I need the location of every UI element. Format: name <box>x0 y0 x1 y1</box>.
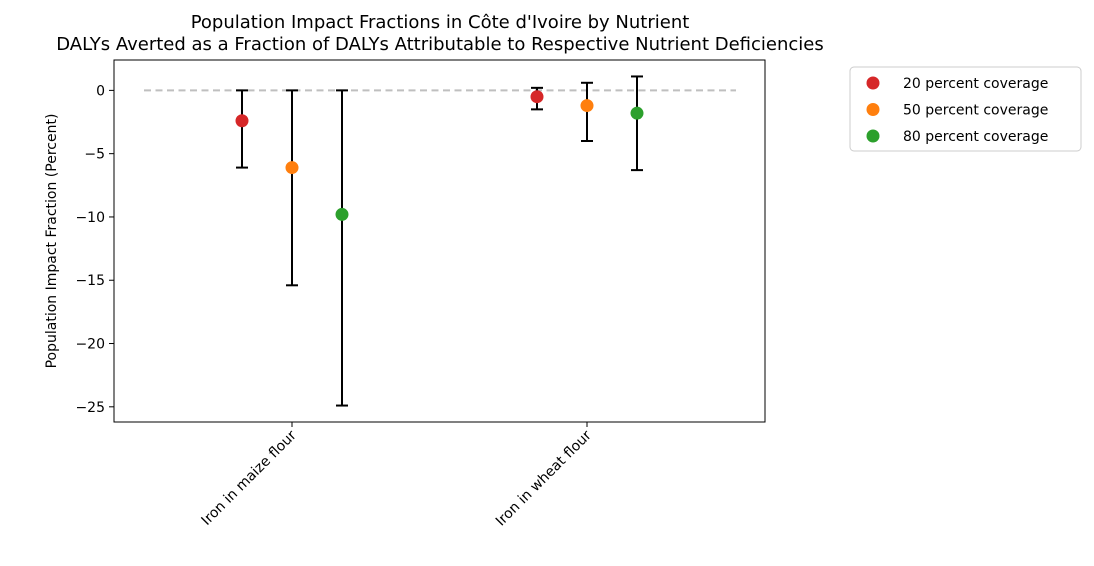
chart-subtitle: DALYs Averted as a Fraction of DALYs Att… <box>56 34 823 55</box>
chart-title: Population Impact Fractions in Côte d'Iv… <box>191 12 690 33</box>
data-point <box>335 207 349 221</box>
data-point <box>530 90 544 104</box>
plot-area: 0 −5 −10 −15 −20 −25 Iron in maize flour Iron i… <box>75 75 736 529</box>
legend-marker <box>866 103 880 116</box>
y-tick-label: −20 <box>75 337 105 353</box>
y-tick-label: −5 <box>84 147 105 163</box>
data-point <box>630 106 644 120</box>
data-point <box>580 99 594 113</box>
legend-marker <box>866 76 880 90</box>
legend: 20 percent coverage 50 percent coverage 80… <box>849 66 1082 152</box>
legend-label: 50 percent coverage <box>903 103 1048 119</box>
x-tick-label: Iron in maize flour <box>199 427 300 528</box>
data-point <box>235 114 249 128</box>
data-point <box>285 161 299 175</box>
x-tick-label: Iron in wheat flour <box>493 427 595 529</box>
legend-box <box>849 66 1082 152</box>
legend-label: 80 percent coverage <box>903 129 1048 145</box>
legend-label: 20 percent coverage <box>903 76 1048 92</box>
plot-frame <box>113 59 766 423</box>
y-tick-label: −25 <box>75 400 105 416</box>
y-tick-label: −15 <box>75 273 105 289</box>
y-tick-label: −10 <box>75 210 105 226</box>
y-tick-label: 0 <box>96 83 105 99</box>
legend-marker <box>866 129 880 143</box>
y-axis-label: Population Impact Fraction (Percent) <box>44 114 60 369</box>
